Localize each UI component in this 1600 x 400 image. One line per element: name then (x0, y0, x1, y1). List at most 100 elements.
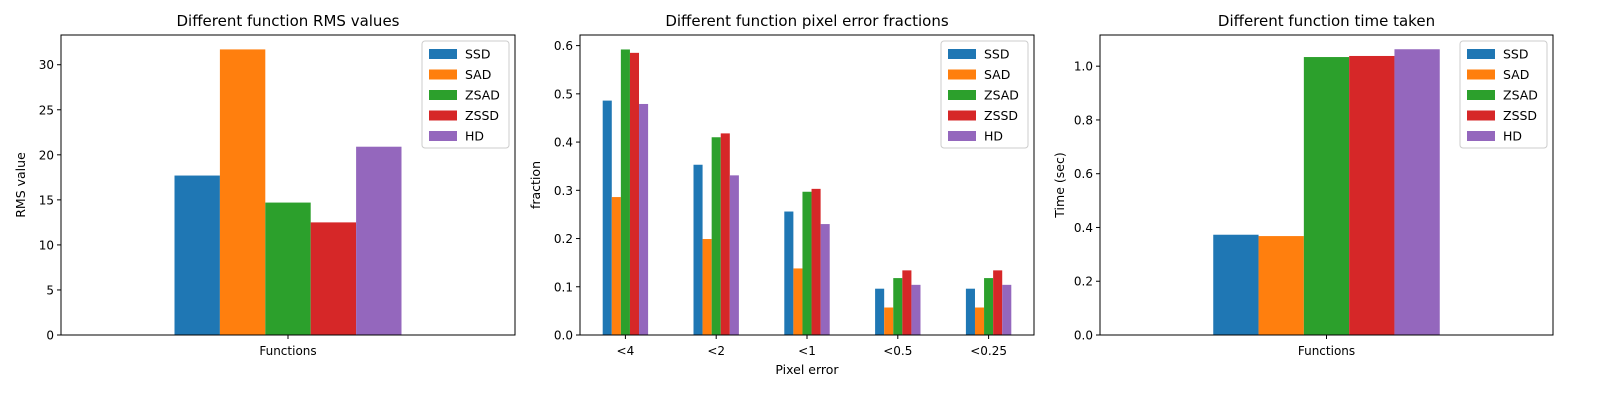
bar-zssd (629, 52, 640, 336)
legend-label-zsad: ZSAD (1503, 88, 1538, 103)
y-tick-label: 0.0 (554, 329, 573, 343)
y-tick-label: 0.8 (1074, 113, 1093, 127)
legend-swatch-zsad (1467, 90, 1495, 100)
legend-swatch-zsad (948, 90, 976, 100)
chart-title: Different function pixel error fractions (665, 12, 949, 30)
bar-zsad (711, 137, 721, 335)
x-tick-label: Functions (1298, 344, 1355, 358)
legend-swatch-sad (429, 69, 457, 80)
y-tick-label: 15 (39, 193, 54, 207)
y-tick-label: 0.5 (554, 87, 573, 101)
y-tick-label: 0.2 (1074, 275, 1093, 289)
legend-swatch-ssd (429, 49, 457, 59)
bar-hd (911, 284, 921, 335)
bar-sad (793, 268, 803, 335)
chart-title: Different function RMS values (177, 12, 400, 30)
y-tick-label: 0.0 (1074, 329, 1093, 343)
x-tick-label: <1 (798, 344, 816, 358)
bar-zsad (620, 49, 630, 335)
y-tick-label: 0.3 (554, 184, 573, 198)
bar-zsad (984, 278, 994, 335)
legend-label-sad: SAD (984, 67, 1010, 82)
legend-swatch-hd (948, 131, 976, 141)
legend-frame (421, 40, 510, 149)
bar-zssd (902, 270, 912, 335)
legend: SSD SAD ZSAD ZSSD HD (421, 40, 510, 149)
y-tick-label: 1.0 (1074, 60, 1093, 74)
y-tick-label: 0.2 (554, 232, 573, 246)
legend-label-zsad: ZSAD (984, 88, 1019, 103)
bar-sad (219, 49, 266, 335)
x-tick-label: <4 (617, 344, 635, 358)
bar-zsad (893, 278, 903, 335)
y-tick-label: 0.6 (554, 39, 573, 53)
bar-zssd (993, 270, 1003, 335)
legend-swatch-hd (429, 131, 457, 141)
legend-label-ssd: SSD (984, 47, 1010, 62)
bar-zsad (265, 202, 311, 335)
bar-ssd (784, 211, 794, 335)
bar-ssd (1213, 234, 1259, 335)
legend-swatch-ssd (1467, 49, 1495, 59)
bar-hd (1394, 49, 1440, 335)
y-tick-label: 20 (39, 148, 54, 162)
bar-hd (820, 224, 830, 335)
bar-zssd (720, 133, 730, 335)
legend-swatch-zsad (429, 90, 457, 100)
bars (602, 49, 1012, 336)
x-axis-label: Pixel error (775, 362, 839, 377)
legend-label-sad: SAD (1503, 67, 1529, 82)
x-tick-label: Functions (259, 344, 316, 358)
legend: SSD SAD ZSAD ZSSD HD (1459, 40, 1548, 149)
bar-hd (639, 103, 649, 335)
legend-label-zssd: ZSSD (984, 108, 1018, 123)
bar-ssd (693, 164, 703, 335)
legend-label-hd: HD (1503, 129, 1522, 144)
y-tick-label: 0.6 (1074, 167, 1093, 181)
chart-title: Different function time taken (1218, 12, 1435, 30)
bar-sad (974, 307, 985, 335)
x-tick-label: <0.5 (883, 344, 912, 358)
x-tick-label: <2 (707, 344, 725, 358)
bar-ssd (875, 288, 885, 335)
y-tick-label: 25 (39, 103, 54, 117)
bar-zssd (1349, 55, 1395, 335)
bar-ssd (174, 175, 220, 335)
bar-sad (611, 197, 621, 335)
legend-label-ssd: SSD (1503, 47, 1529, 62)
bar-hd (356, 146, 402, 335)
legend-swatch-sad (948, 69, 976, 80)
x-tick-label: <0.25 (970, 344, 1007, 358)
legend-frame (1459, 40, 1548, 149)
bar-zsad (1303, 57, 1350, 336)
bar-zsad (802, 191, 812, 335)
y-tick-label: 0 (46, 329, 54, 343)
legend-swatch-zssd (948, 110, 976, 121)
bar-hd (1002, 284, 1012, 335)
bars (174, 49, 402, 335)
chart-2: 0.0 0.1 0.2 0.3 0.4 0.5 0.6 <4 <2 <1 <0.5 <0.25 Diff… (528, 12, 1035, 377)
y-tick-label: 30 (39, 58, 54, 72)
bar-sad (884, 307, 894, 335)
bar-sad (702, 239, 712, 335)
y-tick-label: 10 (39, 238, 54, 252)
legend-frame (940, 40, 1029, 149)
legend-label-zsad: ZSAD (465, 88, 500, 103)
legend-swatch-ssd (948, 49, 976, 59)
y-axis-label: RMS value (13, 152, 28, 218)
legend-label-hd: HD (984, 129, 1003, 144)
chart-1: 0 5 10 15 20 25 30 Functions Different function … (13, 12, 516, 358)
legend-swatch-sad (1467, 69, 1495, 80)
y-axis-label: fraction (528, 161, 543, 209)
legend-swatch-zssd (429, 110, 457, 121)
bar-hd (729, 175, 739, 335)
y-tick-label: 5 (46, 283, 54, 297)
legend-label-hd: HD (465, 129, 484, 144)
chart-3: 0.0 0.2 0.4 0.6 0.8 1.0 Functions Different fun… (1052, 12, 1554, 358)
bar-zssd (811, 188, 821, 335)
legend-label-zssd: ZSSD (465, 108, 499, 123)
bar-ssd (965, 288, 975, 335)
y-tick-label: 0.4 (1074, 221, 1093, 235)
legend-swatch-hd (1467, 131, 1495, 141)
